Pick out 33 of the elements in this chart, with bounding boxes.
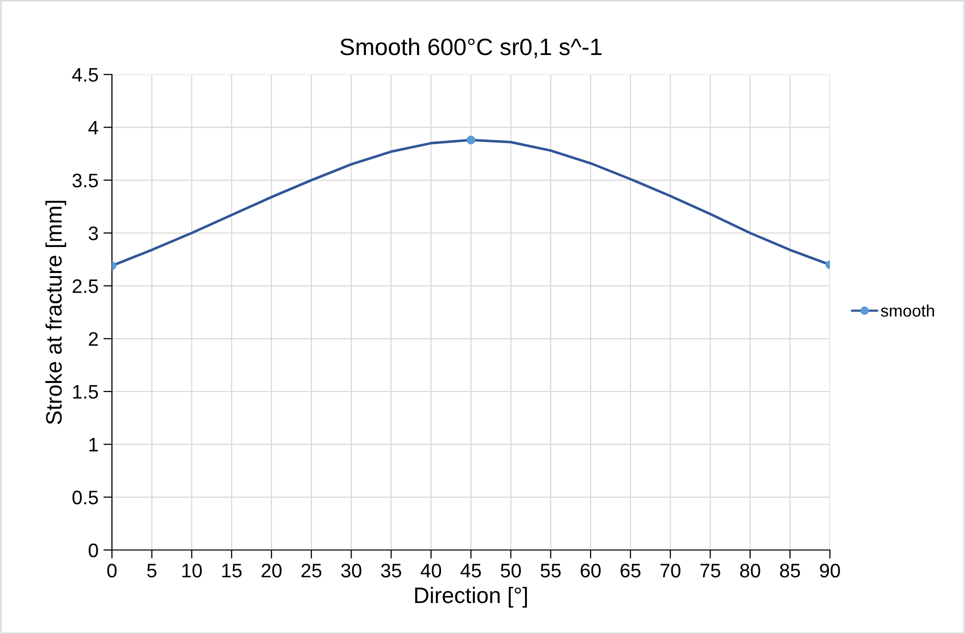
y-tick-label: 2.5 — [72, 279, 98, 294]
y-tick-label: 0.5 — [72, 490, 98, 504]
x-tick-label: 5 — [147, 564, 156, 578]
x-tick-label: 15 — [222, 564, 242, 578]
x-tick-label: 90 — [820, 564, 840, 578]
x-tick-label: 10 — [182, 564, 202, 578]
legend-label: smooth — [880, 304, 934, 317]
x-tick-label: 65 — [620, 564, 640, 578]
y-axis-title: Stroke at fracture [mm] — [45, 200, 66, 424]
x-tick-label: 45 — [460, 564, 481, 578]
y-tick-label: 3.5 — [72, 174, 98, 188]
y-tick-label: 3 — [88, 226, 98, 240]
chart-title: Smooth 600°C sr0,1 s^-1 — [340, 38, 602, 58]
x-tick-label: 55 — [540, 564, 561, 578]
y-tick-label: 4 — [88, 120, 98, 134]
x-tick-label: 0 — [107, 564, 117, 578]
x-tick-label: 70 — [660, 564, 680, 578]
x-axis-title: Direction [°] — [415, 586, 527, 608]
y-tick-label: 0 — [88, 543, 98, 558]
x-tick-label: 50 — [500, 564, 521, 578]
x-tick-label: 30 — [341, 564, 362, 578]
x-tick-label: 35 — [381, 564, 402, 578]
x-tick-label: 75 — [700, 564, 720, 578]
x-tick-label: 60 — [580, 564, 601, 578]
y-tick-label: 2 — [88, 332, 98, 346]
x-tick-label: 85 — [780, 564, 800, 578]
x-tick-label: 80 — [740, 564, 760, 578]
x-tick-label: 40 — [420, 564, 442, 578]
x-tick-label: 25 — [302, 564, 322, 578]
y-tick-label: 1 — [89, 438, 98, 452]
x-tick-label: 20 — [262, 564, 282, 578]
y-tick-label: 4.5 — [72, 68, 98, 82]
y-tick-label: 1.5 — [73, 385, 98, 399]
